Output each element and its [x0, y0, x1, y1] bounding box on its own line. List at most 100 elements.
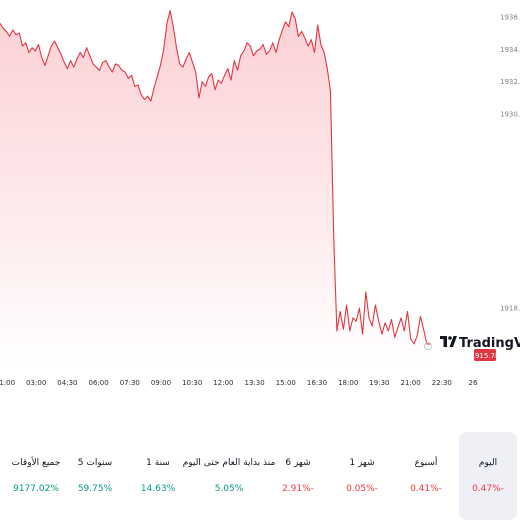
data-point — [323, 52, 325, 53]
data-point — [156, 76, 158, 78]
period-label: 5 سنوات — [77, 458, 113, 468]
data-point — [118, 65, 120, 66]
period-tab-4[interactable]: منذ بداية العام حتى اليوم 5.05% — [183, 432, 276, 520]
data-point — [179, 63, 181, 65]
data-point — [368, 317, 370, 319]
data-point — [124, 71, 126, 73]
period-label: 1 سنة — [146, 458, 170, 468]
data-point — [355, 320, 357, 322]
y-tick-label: 1930.00 — [500, 111, 520, 119]
data-point — [413, 343, 415, 345]
data-point — [108, 66, 110, 68]
data-point — [198, 97, 200, 99]
data-point — [25, 42, 27, 44]
data-point — [349, 330, 351, 332]
data-point — [63, 61, 65, 63]
data-point — [285, 21, 286, 23]
data-point — [416, 335, 418, 337]
data-point — [387, 330, 389, 332]
period-change-value: 59.75% — [77, 484, 113, 494]
period-label: اليوم — [478, 458, 498, 468]
data-point — [288, 26, 290, 28]
data-point — [426, 343, 428, 345]
period-tab-6[interactable]: 5 سنوات 59.75% — [66, 432, 124, 520]
last-point-marker — [424, 342, 432, 351]
data-point — [256, 50, 258, 52]
period-change-value: 9177.02% — [13, 484, 59, 494]
x-tick-label: 16:30 — [307, 379, 327, 387]
data-point — [378, 320, 380, 322]
period-change-value: 14.63% — [140, 484, 176, 494]
data-point — [230, 79, 232, 81]
data-point — [249, 45, 251, 47]
price-chart[interactable]: 1936.00 1934.00 1932.00 1930.00 1918.00 01:0… — [0, 0, 520, 400]
x-tick-label: 07:30 — [120, 379, 140, 387]
price-area — [0, 10, 430, 370]
data-point — [9, 36, 11, 37]
data-point — [214, 89, 216, 91]
tradingview-watermark: TradingView — [440, 336, 520, 351]
period-tab-7[interactable]: جميع الأوقات 9177.02% — [7, 432, 65, 520]
period-tab-5[interactable]: 1 سنة 14.63% — [129, 432, 187, 520]
data-point — [208, 76, 210, 78]
data-point — [6, 31, 7, 32]
data-point — [246, 42, 248, 44]
data-point — [259, 48, 261, 50]
data-point — [365, 291, 367, 293]
x-tick-label: 04:30 — [57, 379, 77, 387]
data-point — [397, 327, 399, 328]
data-point — [339, 311, 341, 312]
period-change-value: 2.91%- — [282, 484, 314, 494]
period-label: جميع الأوقات — [11, 458, 61, 468]
data-point — [144, 99, 145, 100]
x-tick-label: 06:00 — [89, 379, 109, 387]
data-point — [282, 29, 283, 31]
data-point — [275, 52, 277, 53]
last-price-tag: 1915.78 — [471, 349, 500, 361]
data-point — [44, 65, 46, 66]
data-point — [38, 44, 39, 45]
data-point — [76, 58, 78, 60]
data-point — [346, 304, 347, 306]
period-tab-2[interactable]: 1 شهر 0.05%- — [333, 432, 391, 520]
data-point — [314, 52, 315, 53]
data-point — [54, 40, 55, 42]
period-tab-3[interactable]: 6 شهر 2.91%- — [269, 432, 327, 520]
data-point — [28, 52, 30, 53]
last-price-text: 1915.78 — [471, 352, 500, 360]
data-point — [420, 315, 421, 317]
data-point — [86, 47, 87, 49]
price-area-fill — [0, 10, 430, 370]
data-point — [115, 63, 116, 65]
y-axis: 1936.00 1934.00 1932.00 1930.00 1918.00 — [500, 13, 520, 312]
data-point — [12, 29, 14, 31]
period-tab-0[interactable]: اليوم 0.47%- — [459, 432, 517, 520]
data-point — [310, 39, 312, 40]
data-point — [172, 26, 174, 28]
data-point — [134, 86, 136, 87]
data-point — [137, 84, 139, 86]
data-point — [320, 44, 322, 45]
data-point — [211, 73, 213, 74]
data-point — [131, 74, 133, 76]
data-point — [67, 68, 68, 70]
data-point — [400, 317, 402, 319]
data-point — [127, 78, 129, 79]
data-point — [147, 95, 149, 97]
data-point — [243, 50, 245, 52]
data-point — [22, 45, 23, 47]
data-point — [192, 61, 193, 63]
data-point — [291, 11, 293, 13]
data-point — [429, 343, 431, 345]
x-tick-label: 22:30 — [432, 379, 452, 387]
data-point — [217, 79, 219, 81]
data-point — [18, 32, 20, 34]
data-point — [391, 319, 392, 320]
period-label: 6 شهر — [285, 458, 311, 468]
data-point — [111, 71, 113, 73]
period-tab-1[interactable]: أسبوع 0.41%- — [397, 432, 455, 520]
data-point — [269, 50, 270, 52]
data-point — [221, 82, 222, 84]
data-point — [333, 236, 335, 238]
data-point — [201, 81, 203, 83]
